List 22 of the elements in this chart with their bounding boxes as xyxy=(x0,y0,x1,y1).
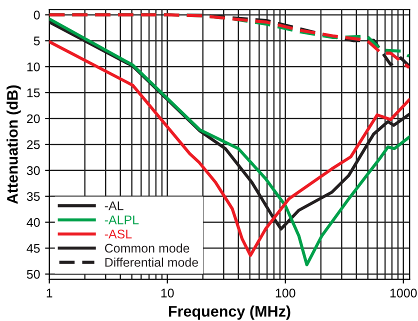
annotation: Common mode xyxy=(104,243,190,253)
legend-label: -ALPL xyxy=(104,216,139,224)
x-axis-title: Frequency (MHz) xyxy=(168,306,290,320)
annotation: Differential mode xyxy=(105,258,198,267)
y-tick-label: 0 xyxy=(34,10,40,20)
legend-label: -ASL xyxy=(104,230,132,238)
y-axis-title: Attenuation (dB) xyxy=(6,85,21,204)
y-tick-label: 10 xyxy=(27,62,40,72)
x-tick-label: 1 xyxy=(46,288,52,298)
y-tick-label: 45 xyxy=(26,244,40,253)
y-tick-label: 30 xyxy=(26,166,40,176)
legend-label: -AL xyxy=(104,201,124,210)
y-tick-label: 35 xyxy=(26,192,40,201)
x-tick-label: 1000 xyxy=(390,288,417,298)
y-tick-label: 20 xyxy=(27,114,40,124)
y-tick-label: 5 xyxy=(34,36,40,46)
y-tick-label: 40 xyxy=(26,218,40,227)
y-tick-label: 50 xyxy=(26,270,40,279)
x-tick-label: 100 xyxy=(276,288,296,298)
y-tick-label: 15 xyxy=(27,88,40,98)
y-tick-label: 25 xyxy=(27,140,40,150)
x-tick-label: 10 xyxy=(161,288,174,298)
